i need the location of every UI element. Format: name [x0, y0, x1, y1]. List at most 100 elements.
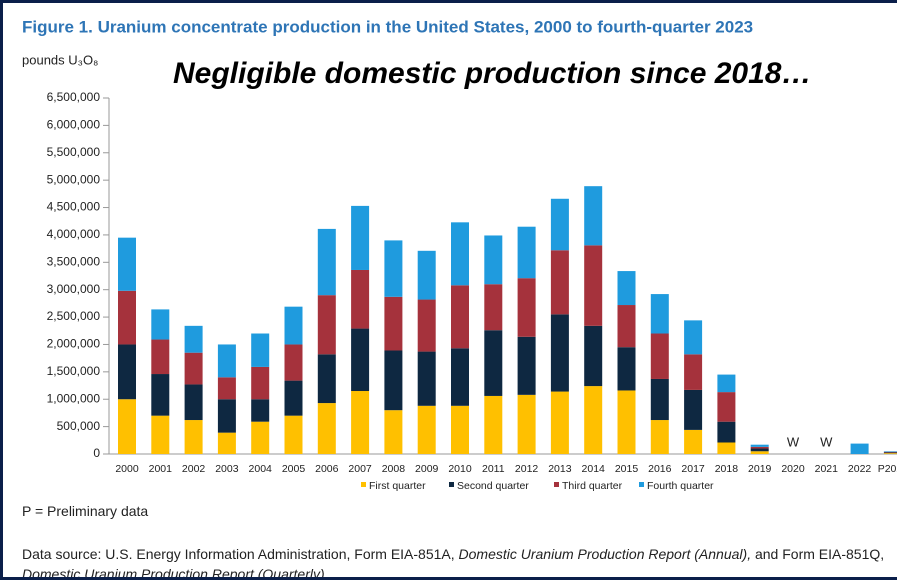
y-tick-label: 1,500,000: [47, 364, 101, 378]
bar-segment: [617, 390, 636, 454]
x-tick-label: 2007: [348, 463, 372, 475]
bar-segment: [584, 186, 603, 246]
bar-segment: [451, 348, 469, 406]
bar-segment: [118, 290, 136, 345]
bar-segment: [517, 336, 536, 395]
bar-segment: [550, 198, 569, 251]
bar-segment: [650, 294, 669, 334]
x-tick-label: 2015: [615, 463, 639, 475]
x-tick-label: 2019: [748, 463, 772, 475]
bar-segment: [118, 399, 136, 454]
bar-segment: [750, 451, 769, 454]
bar-segment: [417, 405, 436, 454]
bar-segment: [151, 374, 170, 416]
y-tick-label: 0: [93, 446, 100, 460]
x-tick-label: 2021: [815, 463, 839, 475]
bar-segment: [151, 415, 170, 454]
legend-swatch: [449, 482, 454, 487]
bar-segment: [550, 250, 569, 315]
bar-segment: [384, 296, 403, 351]
y-tick-label: 5,500,000: [47, 145, 101, 159]
bar-segment: [750, 446, 769, 449]
bar-segment: [684, 320, 703, 355]
legend-label: First quarter: [369, 480, 426, 492]
legend-swatch: [639, 482, 644, 487]
y-tick-label: 3,500,000: [47, 254, 101, 268]
bar-segment: [650, 378, 669, 421]
source-part: and Form EIA-851Q,: [751, 546, 885, 562]
bar-segment: [584, 325, 603, 387]
bar-segment: [184, 325, 203, 353]
bar-segment: [451, 285, 469, 349]
bar-segment: [550, 314, 569, 392]
x-tick-label: 2000: [115, 463, 139, 475]
source-note: Data source: U.S. Energy Information Adm…: [22, 544, 897, 577]
bar-segment: [883, 451, 897, 452]
x-tick-label: 2016: [648, 463, 672, 475]
x-tick-label: 2008: [382, 463, 406, 475]
bar-segment: [684, 389, 703, 430]
y-tick-label: 5,000,000: [47, 172, 101, 186]
bar-segment: [217, 432, 236, 454]
bar-segment: [717, 421, 736, 443]
bar-segment: [251, 421, 270, 454]
chart: Figure 1. Uranium concentrate production…: [22, 17, 897, 492]
y-tick-label: 2,500,000: [47, 309, 101, 323]
x-tick-label: 2010: [448, 463, 472, 475]
bar-segment: [217, 399, 236, 433]
legend-label: Fourth quarter: [647, 480, 714, 492]
bar-segment: [217, 344, 236, 378]
source-part: Domestic Uranium Production Report (Annu…: [458, 546, 752, 562]
bar-segment: [451, 405, 469, 454]
bar-segment: [351, 328, 370, 392]
x-tick-label: 2003: [215, 463, 239, 475]
x-tick-label: P2023: [878, 463, 897, 475]
bar-segment: [317, 403, 336, 454]
bar-segment: [517, 226, 536, 279]
bar-segment: [883, 452, 897, 454]
bar-segment: [617, 271, 636, 306]
legend-label: Third quarter: [562, 480, 623, 492]
bar-segment: [384, 410, 403, 454]
bar-segment: [684, 429, 703, 454]
y-tick-label: 4,500,000: [47, 200, 101, 214]
bar-segment: [717, 374, 736, 393]
x-tick-label: 2018: [715, 463, 739, 475]
source-part: Data source: U.S. Energy Information Adm…: [22, 546, 459, 562]
bar-segment: [517, 278, 536, 337]
bar-segment: [484, 395, 503, 454]
bar-segment: [151, 309, 170, 340]
x-tick-label: 2020: [781, 463, 805, 475]
legend-swatch: [361, 482, 366, 487]
x-tick-label: 2017: [681, 463, 705, 475]
bar-segment: [517, 394, 536, 454]
bar-segment: [251, 399, 270, 422]
bar-segment: [184, 384, 203, 421]
annotation: W: [787, 434, 800, 449]
bar-segment: [284, 380, 303, 416]
bar-segment: [251, 366, 270, 400]
bar-segment: [351, 391, 370, 454]
bar-segment: [484, 235, 503, 285]
bar-segment: [317, 295, 336, 355]
bar-segment: [184, 352, 203, 385]
footnote: P = Preliminary data: [22, 503, 149, 519]
x-tick-label: 2004: [249, 463, 273, 475]
bar-segment: [717, 442, 736, 454]
x-tick-label: 2022: [848, 463, 872, 475]
bar-segment: [384, 240, 403, 297]
bar-segment: [750, 444, 769, 447]
bar-segment: [417, 250, 436, 300]
bar-segment: [883, 453, 897, 454]
bar-segment: [151, 339, 170, 375]
y-axis-label: pounds U₃O₈: [22, 52, 98, 67]
y-tick-label: 6,500,000: [47, 90, 101, 104]
y-tick-label: 1,000,000: [47, 391, 101, 405]
bar-segment: [617, 305, 636, 348]
bar-segment: [118, 344, 136, 400]
bar-segment: [650, 420, 669, 454]
headline: Negligible domestic production since 201…: [173, 57, 811, 90]
bar-segment: [484, 284, 503, 331]
x-tick-label: 2013: [548, 463, 572, 475]
y-tick-label: 3,000,000: [47, 282, 101, 296]
